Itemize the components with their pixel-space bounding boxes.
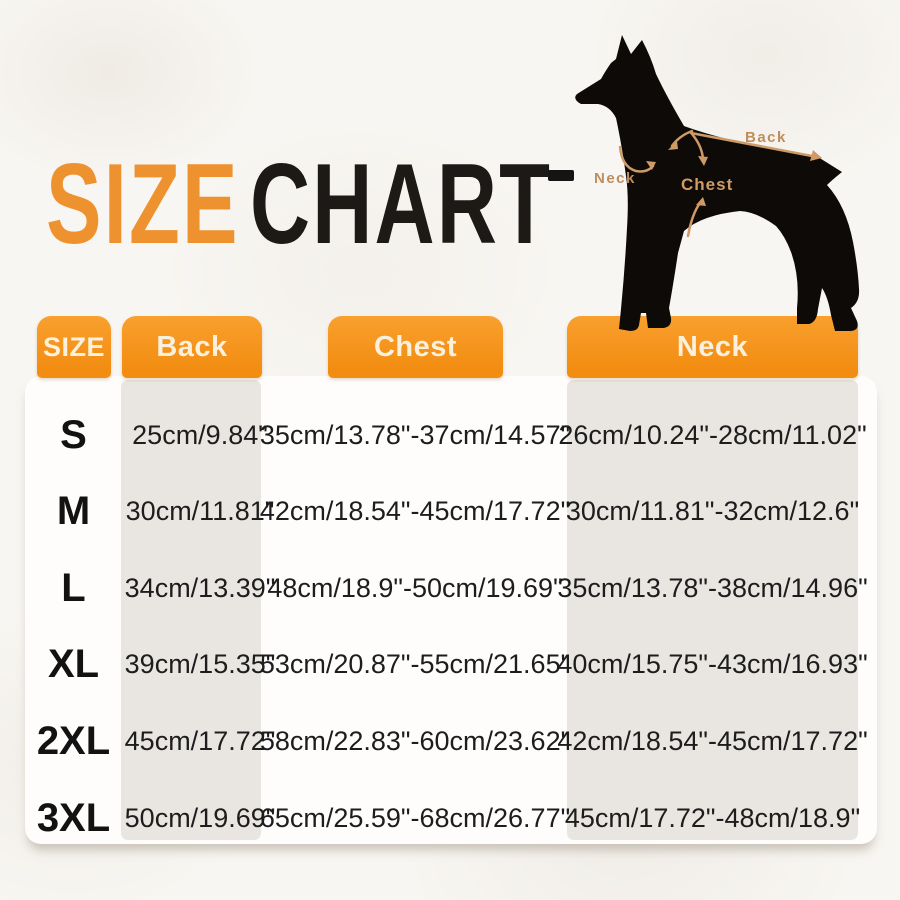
shoulder-arrow-line (670, 129, 694, 148)
table-row: M 30cm/11.81" 42cm/18.54"-45cm/17.72" 30cm/… (25, 474, 877, 550)
dog-measurement-diagram: Back Neck Chest (575, 35, 860, 331)
table-row: L 34cm/13.39" 48cm/18.9"-50cm/19.69" 35cm/1… (25, 550, 877, 626)
back-label: Back (745, 129, 787, 146)
back-value: 50cm/19.69" (124, 802, 276, 833)
shoulder-arrowhead (668, 141, 678, 150)
row-size-label: M (56, 489, 91, 534)
column-header-size: SIZE (37, 316, 111, 378)
table-row: S 25cm/9.84" 35cm/13.78"-37cm/14.57" 26cm/1… (25, 397, 877, 473)
chest-value: 48cm/18.9"-50cm/19.69" (267, 572, 563, 603)
neck-value: 26cm/10.24"-28cm/11.02" (558, 419, 867, 450)
back-column-band (121, 380, 261, 840)
chest-value: 35cm/13.78"-37cm/14.57" (259, 419, 571, 450)
neck-column-band (567, 380, 858, 840)
neck-value: 30cm/11.81"-32cm/12.6" (565, 496, 860, 527)
chest-lower-arrowhead (696, 197, 706, 206)
title-word-chart: CHART (249, 141, 553, 268)
column-header-neck: Neck (567, 316, 858, 378)
title-word-size: SIZE (46, 141, 240, 268)
back-value: 30cm/11.81" (125, 496, 275, 527)
back-value: 39cm/15.35" (124, 649, 276, 680)
row-size-label: S (60, 412, 87, 457)
row-size-label: L (61, 565, 86, 610)
table-row: 2XL 45cm/17.72" 58cm/22.83"-60cm/23.62" 42c… (25, 703, 877, 779)
black-mark-decoration (548, 170, 574, 181)
chest-value: 53cm/20.87"-55cm/21.65" (259, 649, 571, 680)
back-value: 45cm/17.72" (124, 725, 276, 756)
chest-upper-arrowhead (698, 156, 708, 166)
neck-value: 35cm/13.78"-38cm/14.96" (557, 572, 868, 603)
neck-label: Neck (594, 170, 636, 187)
back-arrowhead (810, 150, 822, 161)
neck-value: 45cm/17.72"-48cm/18.9" (564, 802, 861, 833)
chest-value: 42cm/18.54"-45cm/17.72" (259, 496, 571, 527)
chest-value: 65cm/25.59"-68cm/26.77" (259, 802, 571, 833)
table-row: XL 39cm/15.35" 53cm/20.87"-55cm/21.65" 40cm… (25, 627, 877, 703)
size-table: S 25cm/9.84" 35cm/13.78"-37cm/14.57" 26cm/1… (25, 376, 877, 844)
back-value: 25cm/9.84" (132, 419, 268, 450)
back-value: 34cm/13.39" (124, 572, 276, 603)
column-header-chest: Chest (328, 316, 503, 378)
row-size-label: 2XL (36, 718, 111, 763)
row-size-label: XL (47, 642, 100, 687)
row-size-label: 3XL (36, 795, 111, 840)
neck-value: 42cm/18.54"-45cm/17.72" (557, 725, 868, 756)
chest-value: 58cm/22.83"-60cm/23.62" (259, 725, 571, 756)
table-row: 3XL 50cm/19.69" 65cm/25.59"-68cm/26.77" 45c… (25, 780, 877, 856)
neck-value: 40cm/15.75"-43cm/16.93" (557, 649, 868, 680)
doberman-silhouette-shape (575, 35, 860, 331)
chest-label: Chest (681, 175, 733, 194)
page-title: SIZECHART (46, 148, 552, 262)
back-measure-line (689, 131, 814, 158)
neck-measure-arc (618, 145, 655, 173)
column-header-back: Back (122, 316, 262, 378)
neck-arrowhead (646, 161, 656, 170)
